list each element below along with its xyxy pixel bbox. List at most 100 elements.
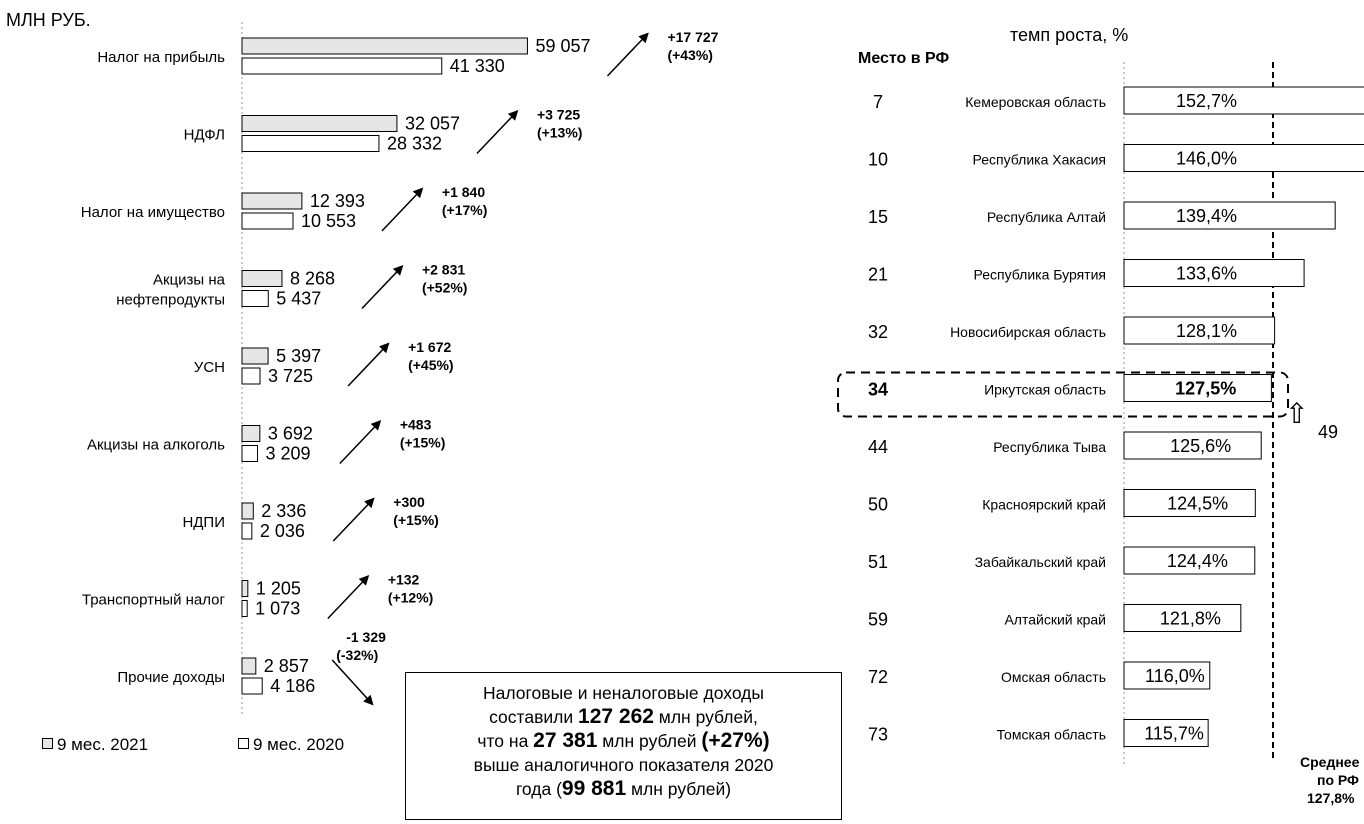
legend-swatch-2020: [238, 738, 249, 749]
region-rank: 10: [868, 150, 888, 170]
increase-arrow-icon: [361, 265, 404, 310]
category-label: Акцизы на: [153, 272, 226, 289]
summary-line-3: что на 27 381 млн рублей (+27%): [406, 729, 841, 753]
average-label-line1: Среднее: [1300, 754, 1360, 770]
growth-value: 139,4%: [1176, 206, 1237, 226]
growth-value: 152,7%: [1176, 91, 1237, 111]
summary-text: млн рублей: [597, 731, 702, 751]
change-abs: +300: [393, 494, 425, 510]
bar-value-2021: 2 336: [261, 501, 306, 521]
region-rank: 50: [868, 495, 888, 515]
legend-item-2021: 9 мес. 2021: [42, 735, 148, 755]
growth-bar: [1123, 144, 1364, 172]
growth-value: 146,0%: [1176, 149, 1237, 169]
change-pct: (+43%): [667, 47, 713, 63]
legend-label-2021: 9 мес. 2021: [57, 735, 149, 754]
bar-value-2020: 41 330: [450, 56, 505, 76]
growth-bar: [1123, 86, 1364, 115]
increase-arrow-icon: [332, 497, 375, 542]
decrease-arrow-icon: [331, 659, 374, 706]
region-rank: 44: [868, 437, 888, 457]
growth-value: 124,4%: [1167, 551, 1228, 571]
bar-value-2020: 10 553: [301, 211, 356, 231]
category-label: УСН: [194, 359, 225, 376]
region-name: Забайкальский край: [975, 554, 1106, 570]
summary-text: составили: [489, 707, 579, 727]
summary-box: Налоговые и неналоговые доходы составили…: [405, 672, 842, 820]
change-pct: (+45%): [408, 357, 454, 373]
change-pct: (+15%): [400, 435, 446, 451]
summary-line-2: составили 127 262 млн рублей,: [406, 705, 841, 729]
change-pct: (-32%): [336, 647, 378, 663]
legend-label-2020: 9 мес. 2020: [253, 735, 345, 754]
highlight-frame: [837, 371, 1289, 418]
growth-bar: [1123, 489, 1256, 517]
summary-increase: 27 381: [533, 729, 598, 752]
increase-arrow-icon: [606, 32, 649, 77]
growth-value: 115,7%: [1144, 724, 1204, 744]
region-name: Республика Тыва: [993, 439, 1106, 455]
bar-value-2020: 3 725: [268, 366, 313, 386]
region-name: Иркутская область: [984, 382, 1106, 398]
summary-total: 127 262: [578, 705, 654, 728]
category-label: НДФЛ: [184, 127, 225, 144]
bar-value-2021: 1 205: [256, 579, 301, 599]
legend-swatch-2021: [42, 738, 53, 749]
bar-value-2021: 8 268: [290, 269, 335, 289]
summary-line-5: года (99 881 млн рублей): [406, 777, 841, 801]
growth-value: 125,6%: [1170, 436, 1231, 456]
region-rank: 59: [868, 610, 888, 630]
growth-bar: [1123, 374, 1272, 402]
bar-2021: [241, 657, 257, 675]
category-label: Транспортный налог: [82, 592, 226, 609]
region-name: Красноярский край: [982, 497, 1106, 513]
summary-text: года (: [515, 779, 562, 799]
growth-bar: [1123, 259, 1305, 287]
bar-2021: [241, 192, 303, 210]
region-name: Кемеровская область: [965, 94, 1106, 110]
growth-bar: [1123, 201, 1336, 230]
bar-2020: [241, 677, 263, 695]
summary-text: млн рублей): [626, 779, 732, 799]
growth-bar: [1123, 719, 1209, 747]
growth-value: 124,5%: [1167, 494, 1228, 514]
growth-value: 116,0%: [1145, 666, 1205, 686]
region-rank: 21: [868, 265, 888, 285]
change-abs: +1 840: [442, 184, 485, 200]
up-arrow-icon: ⇧: [1285, 398, 1309, 429]
category-label: Акцизы на алкоголь: [87, 437, 225, 454]
bar-2020: [241, 600, 248, 617]
growth-bar: [1123, 431, 1262, 460]
change-abs: +2 831: [422, 262, 465, 278]
growth-value: 121,8%: [1160, 609, 1221, 629]
region-name: Республика Бурятия: [974, 267, 1106, 283]
region-name: Республика Хакасия: [973, 152, 1106, 168]
summary-prev-total: 99 881: [561, 777, 627, 800]
change-pct: (+12%): [388, 590, 434, 606]
region-name: Омская область: [1001, 669, 1106, 685]
bar-value-2020: 1 073: [255, 599, 300, 619]
legend-item-2020: 9 мес. 2020: [238, 735, 344, 755]
bar-2021: [241, 37, 528, 55]
irkutsk-rank-change: 49: [1318, 422, 1339, 442]
bar-value-2021: 32 057: [405, 114, 460, 134]
increase-arrow-icon: [347, 342, 390, 387]
growth-value: 128,1%: [1176, 321, 1237, 341]
change-pct: (+52%): [422, 280, 468, 296]
bar-value-2021: 2 857: [264, 656, 309, 676]
revenue-bar-chart: Налог на прибыль 59 057 41 330 +17 727 (+43%…: [81, 22, 719, 715]
bar-2021: [241, 580, 249, 597]
bar-2020: [241, 445, 259, 462]
bar-value-2020: 5 437: [276, 289, 321, 309]
region-rank: 34: [868, 380, 888, 400]
growth-header: темп роста, %: [1010, 25, 1129, 45]
region-rank: 32: [868, 322, 888, 342]
growth-bar: [1123, 661, 1211, 690]
bar-value-2020: 2 036: [260, 521, 305, 541]
change-abs: +3 725: [537, 107, 580, 123]
growth-bar: [1123, 316, 1276, 345]
category-label: Прочие доходы: [117, 669, 225, 686]
bar-2020: [241, 135, 380, 152]
change-pct: (+15%): [393, 512, 439, 528]
